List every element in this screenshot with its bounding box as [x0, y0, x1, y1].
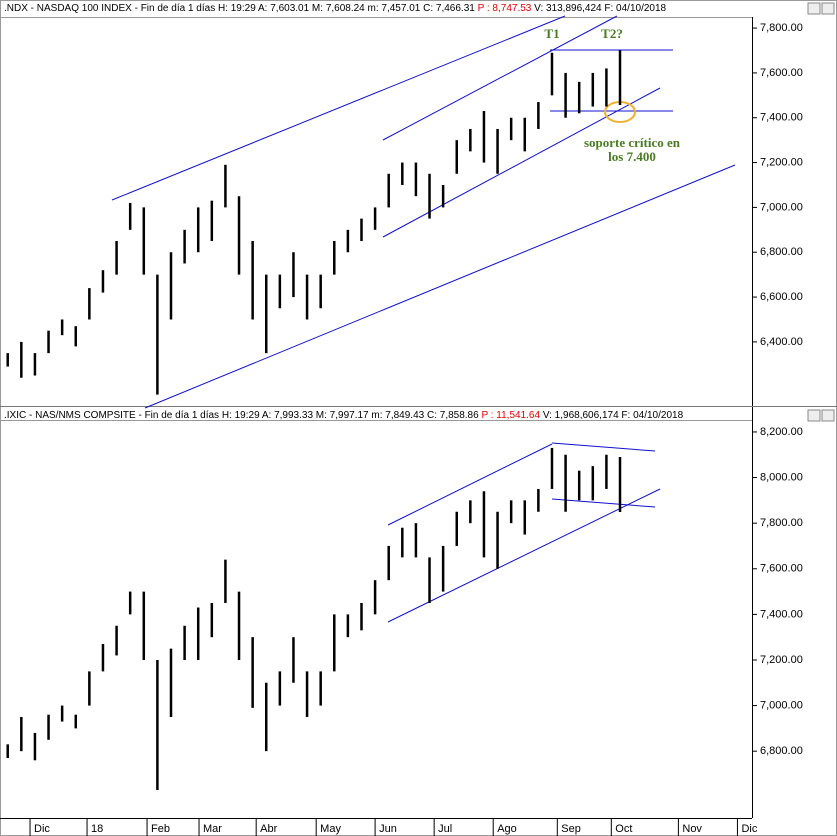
- y-tick-label: 7,600.00: [760, 67, 803, 79]
- y-tick-label: 6,800.00: [760, 745, 803, 757]
- header: .NDX - NASDAQ 100 INDEX - Fin de día 1 d…: [4, 3, 667, 14]
- trendline: [387, 488, 661, 623]
- y-tick-label: 7,600.00: [760, 563, 803, 575]
- header-text: .NDX - NASDAQ 100 INDEX - Fin de día 1 d…: [4, 3, 475, 14]
- annotation: soporte crítico en: [584, 135, 681, 150]
- x-tick-label: Dic: [34, 823, 50, 835]
- x-tick-label: Mar: [203, 823, 222, 835]
- panel-button[interactable]: [807, 409, 821, 422]
- header-p: P : 11,541.64: [481, 410, 540, 421]
- header-text: V: 313,896,424 F: 04/10/2018: [534, 3, 666, 14]
- y-tick-label: 6,600.00: [760, 291, 803, 303]
- panel-button[interactable]: [821, 2, 835, 15]
- y-tick-label: 8,200.00: [760, 426, 803, 438]
- y-tick-label: 7,000.00: [760, 699, 803, 711]
- annotation: T1: [544, 26, 559, 41]
- trendlines: [111, 15, 736, 623]
- x-tick-label: Dic: [741, 823, 757, 835]
- trendline: [111, 15, 566, 201]
- y-tick-label: 6,800.00: [760, 246, 803, 258]
- trendline: [144, 164, 736, 409]
- x-tick-label: Jun: [379, 823, 397, 835]
- x-tick-label: May: [320, 823, 341, 835]
- header-text: .IXIC - NAS/NMS COMPSITE - Fin de día 1 …: [4, 410, 479, 421]
- y-tick-label: 7,800.00: [760, 22, 803, 34]
- panel-button[interactable]: [821, 409, 835, 422]
- annotation: los 7.400: [608, 149, 656, 164]
- y-tick-label: 7,200.00: [760, 156, 803, 168]
- x-tick-label: Oct: [615, 823, 632, 835]
- y-tick-label: 8,000.00: [760, 471, 803, 483]
- x-tick-label: Feb: [151, 823, 170, 835]
- y-tick-label: 7,200.00: [760, 654, 803, 666]
- x-tick-label: Jul: [438, 823, 452, 835]
- y-tick-label: 7,400.00: [760, 608, 803, 620]
- x-tick-label: Abr: [260, 823, 277, 835]
- header: .IXIC - NAS/NMS COMPSITE - Fin de día 1 …: [4, 410, 684, 421]
- trendline: [551, 442, 656, 452]
- x-tick-label: Nov: [682, 823, 702, 835]
- y-tick-label: 7,400.00: [760, 112, 803, 124]
- y-tick-label: 6,400.00: [760, 336, 803, 348]
- y-tick-label: 7,800.00: [760, 517, 803, 529]
- x-tick-label: Ago: [497, 823, 517, 835]
- trendline: [387, 443, 553, 526]
- header-p: P : 8,747.53: [478, 3, 532, 14]
- trendline: [551, 498, 656, 508]
- annotation: T2?: [601, 26, 623, 41]
- panel-button[interactable]: [807, 2, 821, 15]
- x-tick-label: Sep: [561, 823, 581, 835]
- trendline: [382, 15, 618, 141]
- x-tick-label: 18: [91, 823, 103, 835]
- y-tick-label: 7,000.00: [760, 201, 803, 213]
- header-text: V: 1,968,606,174 F: 04/10/2018: [543, 410, 684, 421]
